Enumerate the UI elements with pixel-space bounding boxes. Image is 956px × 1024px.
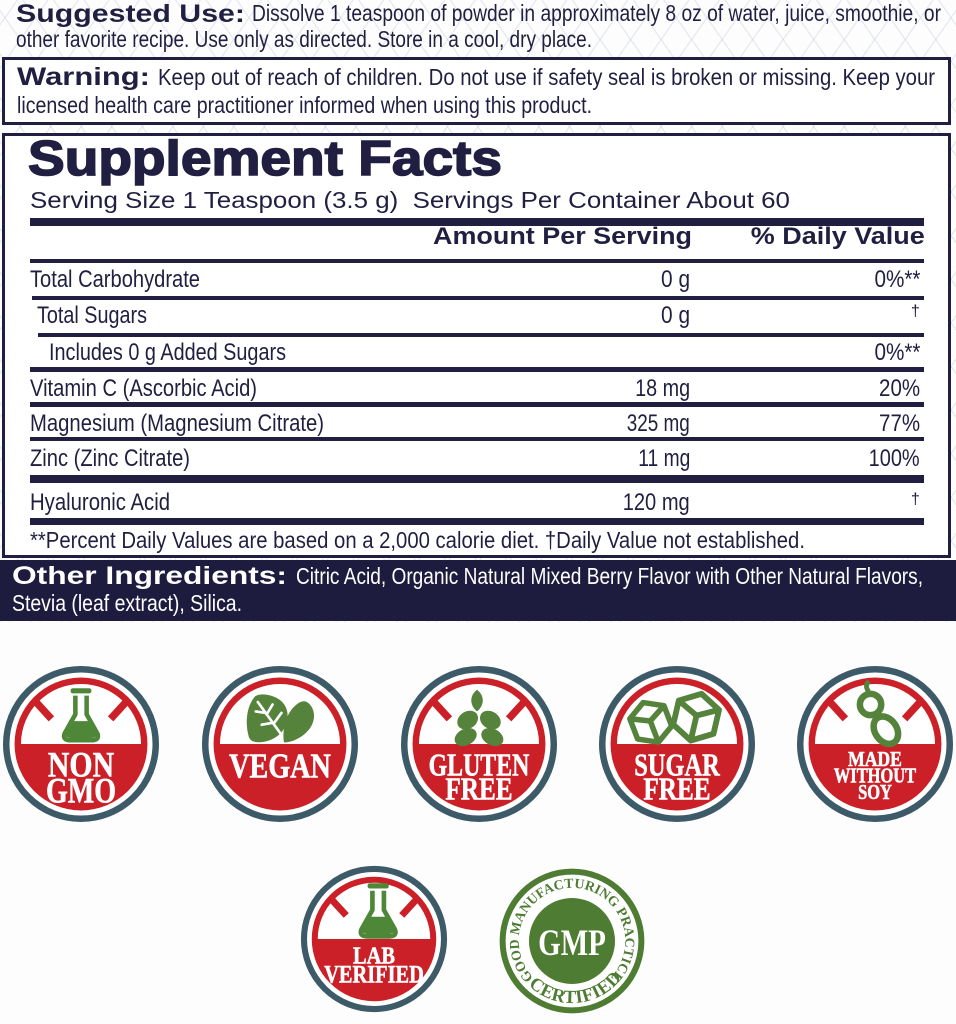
svg-text:VEGAN: VEGAN bbox=[229, 747, 331, 786]
svg-text:NON: NON bbox=[48, 745, 114, 785]
svg-text:SOY: SOY bbox=[858, 780, 892, 804]
svg-text:FREE: FREE bbox=[643, 771, 710, 807]
svg-text:GMO: GMO bbox=[46, 771, 116, 811]
svg-text:SUGAR: SUGAR bbox=[634, 747, 720, 783]
svg-text:GLUTEN: GLUTEN bbox=[428, 747, 529, 783]
svg-text:VERIFIED: VERIFIED bbox=[324, 962, 424, 989]
svg-text:MADE: MADE bbox=[848, 747, 902, 771]
svg-text:GMP: GMP bbox=[538, 923, 606, 964]
svg-text:FREE: FREE bbox=[445, 771, 512, 807]
svg-text:LAB: LAB bbox=[353, 944, 395, 970]
svg-text:WITHOUT: WITHOUT bbox=[834, 763, 916, 787]
